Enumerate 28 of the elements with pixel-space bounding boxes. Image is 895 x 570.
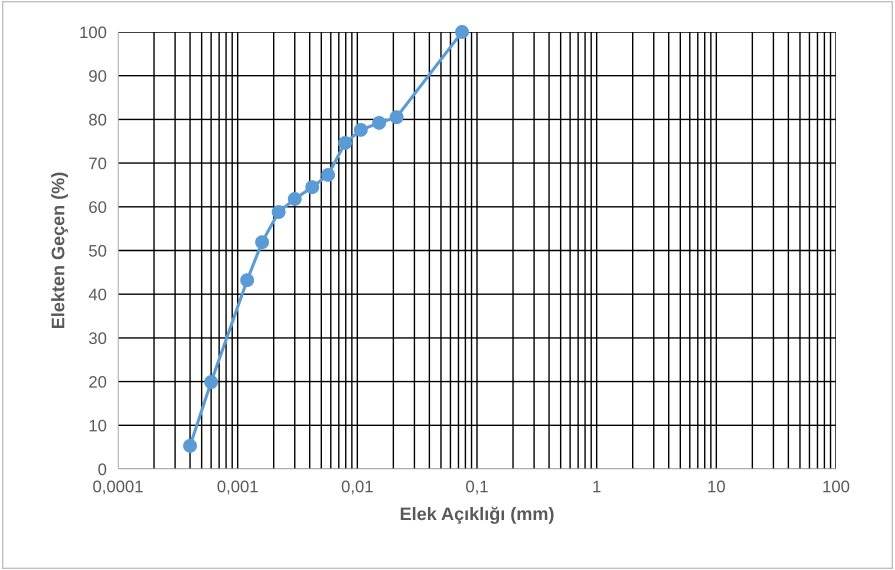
y-tick-label: 50 [89,244,106,257]
x-axis-title: Elek Açıklığı (mm) [400,506,554,524]
x-tick-label: 0,01 [342,480,373,494]
x-tick-label: 0,001 [217,480,258,494]
y-tick-label: 100 [80,26,106,38]
x-tick-label: 0,1 [466,480,488,494]
x-tick-label: 100 [823,480,850,492]
y-tick-label: 80 [89,114,106,126]
y-tick-label: 40 [88,288,106,300]
point [255,235,270,250]
y-tick-label: 90 [89,70,106,82]
x-tick-label: 0,0001 [93,480,143,494]
y-tick-label: 30 [88,332,106,344]
point [338,136,352,150]
y-tick-label: 0 [98,463,106,476]
y-axis-title: Elekten Geçen (%) [51,172,68,328]
x-tick-label: 10 [708,480,725,492]
point [390,110,404,124]
x-tick-label: 1 [593,480,600,492]
point [305,180,320,194]
point [321,168,336,182]
point [288,192,302,206]
y-tick-label: 60 [89,201,106,214]
y-tick-label: 20 [89,376,106,388]
y-tick-label: 70 [89,158,106,170]
point [272,205,286,219]
point [372,116,386,130]
y-tick-label: 10 [90,420,106,432]
